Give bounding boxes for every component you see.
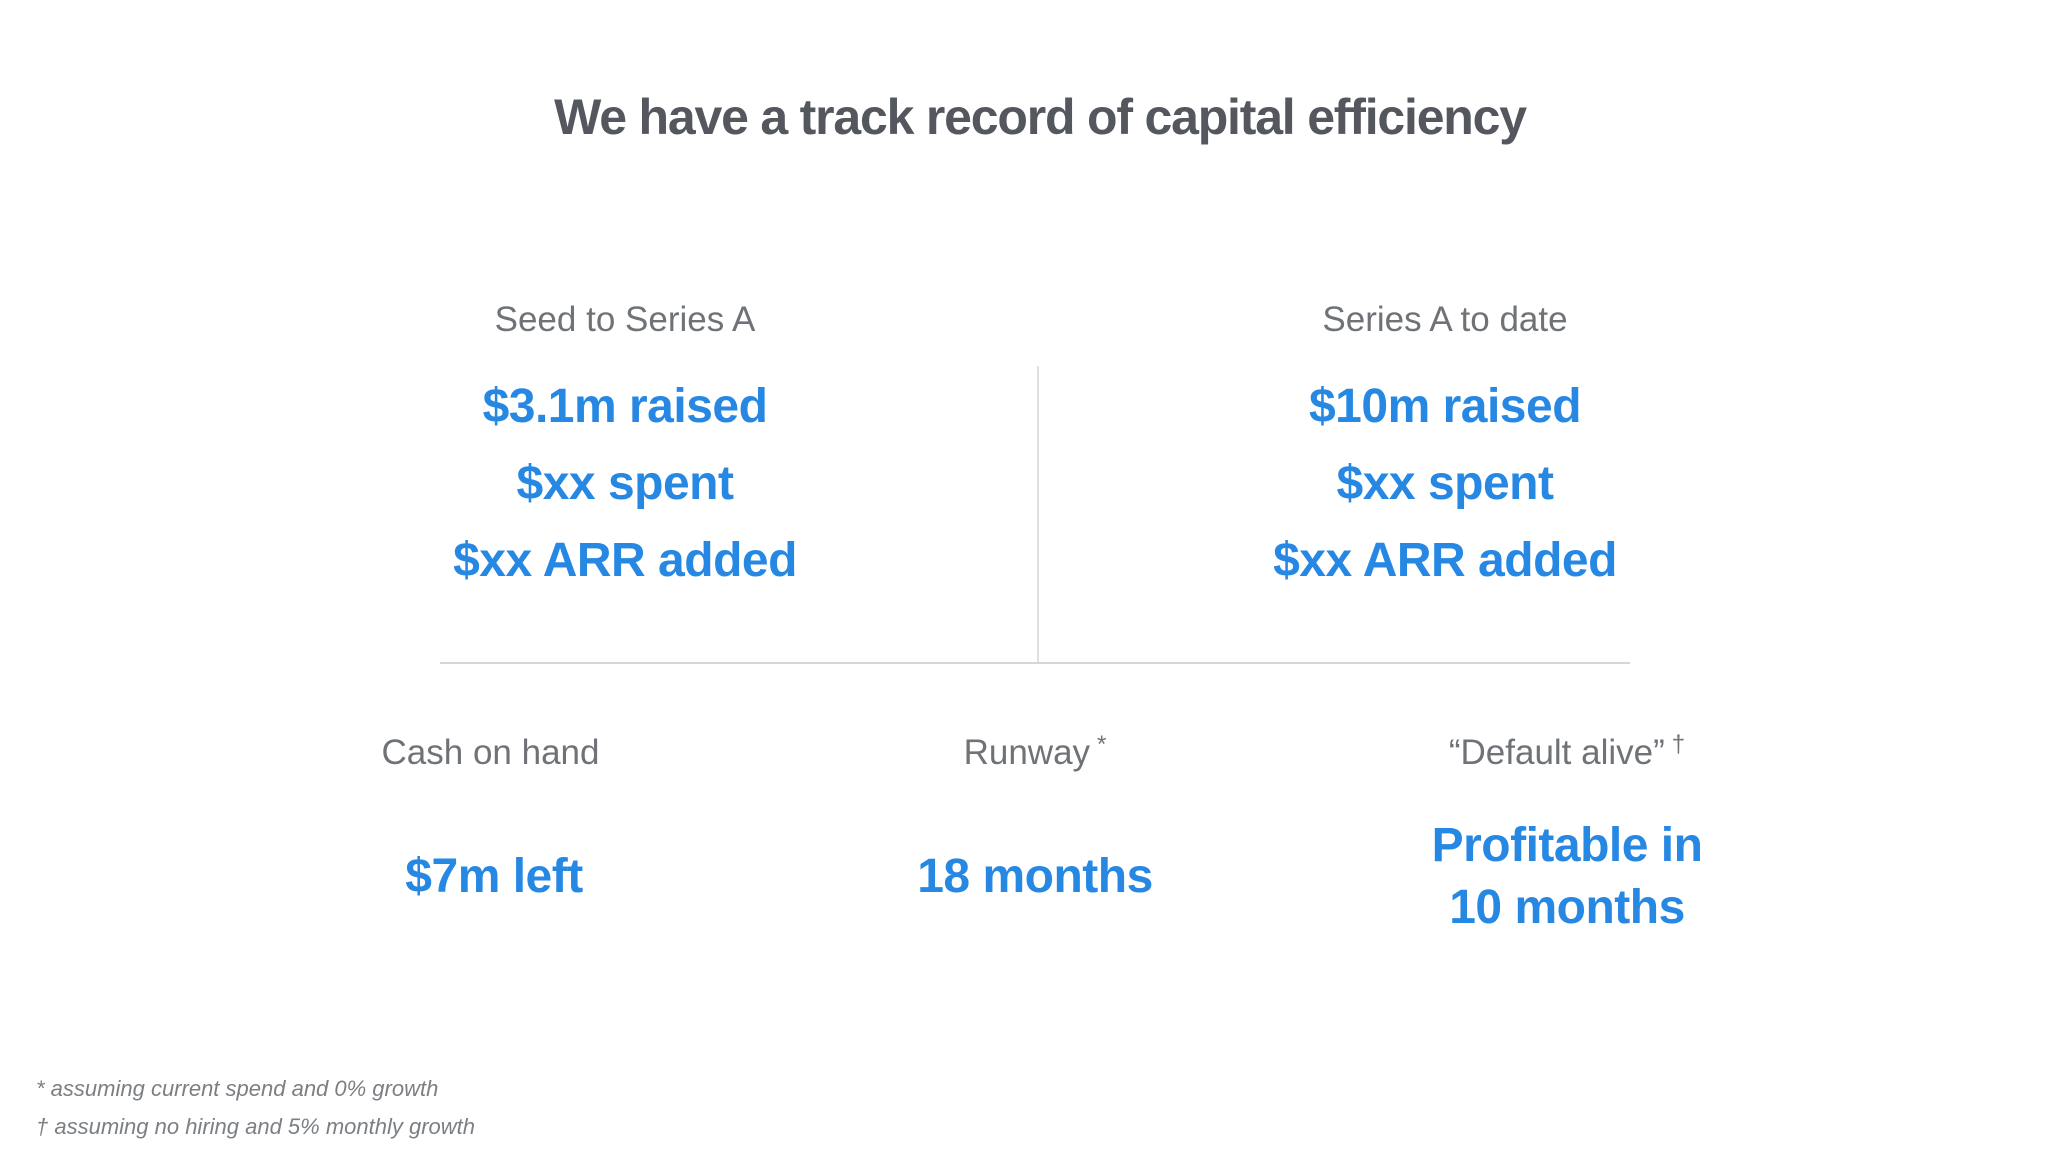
funding-column-label: Series A to date <box>1322 300 1568 339</box>
metric-default-alive: “Default alive” † Profitable in 10 months <box>1307 731 1827 973</box>
stat-arr-added: $xx ARR added <box>453 534 797 587</box>
funding-column-label: Seed to Series A <box>494 300 756 339</box>
stat-raised: $10m raised <box>1308 380 1582 433</box>
stat-spent: $xx spent <box>1336 457 1554 510</box>
vertical-divider <box>1037 366 1039 662</box>
metric-value-line: 10 months <box>1449 881 1685 934</box>
metric-value-line: $7m left <box>405 850 583 903</box>
metric-value-line: Profitable in <box>1431 819 1703 872</box>
footnote-asterisk: * assuming current spend and 0% growth <box>36 1076 439 1101</box>
metric-value-line: 18 months <box>917 850 1153 903</box>
metric-value: 18 months <box>775 846 1295 908</box>
metric-superscript-asterisk: * <box>1097 731 1107 758</box>
metric-label: Runway * <box>775 731 1295 777</box>
stat-spent: $xx spent <box>516 457 734 510</box>
metric-cash-on-hand: Cash on hand $7m left <box>234 733 754 973</box>
metric-label-text: Cash on hand <box>381 733 600 772</box>
funding-column-seed-to-series-a: Seed to Series A $3.1m raised $xx spent … <box>325 300 925 599</box>
stat-arr-added: $xx ARR added <box>1273 534 1617 587</box>
metric-label-text: Runway <box>963 733 1091 772</box>
funding-stats-list: $3.1m raised $xx spent $xx ARR added <box>325 368 925 599</box>
funding-column-series-a-to-date: Series A to date $10m raised $xx spent $… <box>1145 300 1745 599</box>
horizontal-divider <box>440 662 1630 664</box>
page-title: We have a track record of capital effici… <box>554 89 1527 145</box>
footnotes: * assuming current spend and 0% growth †… <box>36 1070 475 1146</box>
metric-superscript-dagger: † <box>1671 731 1686 758</box>
funding-stats-list: $10m raised $xx spent $xx ARR added <box>1145 368 1745 599</box>
metric-runway: Runway * 18 months <box>775 731 1295 973</box>
metric-value: Profitable in 10 months <box>1307 815 1827 939</box>
metric-label: “Default alive” † <box>1307 731 1827 777</box>
stat-raised: $3.1m raised <box>482 380 768 433</box>
metric-value: $7m left <box>234 846 754 908</box>
metric-label: Cash on hand <box>234 733 754 777</box>
footnote-dagger: † assuming no hiring and 5% monthly grow… <box>36 1114 476 1139</box>
metric-label-text: “Default alive” <box>1448 733 1665 772</box>
